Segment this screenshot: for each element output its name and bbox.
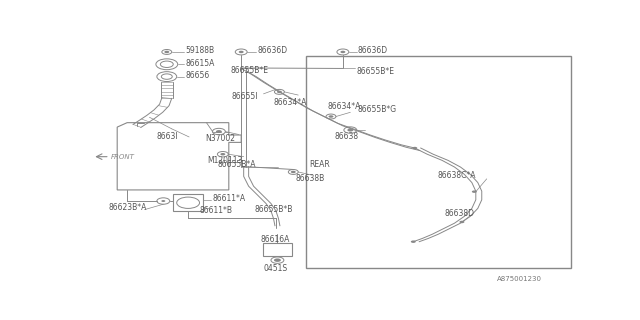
- Text: 86655I: 86655I: [231, 92, 258, 101]
- Circle shape: [277, 91, 282, 93]
- Text: 86655B*E: 86655B*E: [230, 67, 268, 76]
- Text: 0451S: 0451S: [264, 264, 287, 273]
- Text: 86636D: 86636D: [257, 46, 287, 55]
- Text: 8663I: 8663I: [157, 132, 179, 141]
- Circle shape: [220, 153, 225, 156]
- Text: 86634*A: 86634*A: [273, 98, 307, 107]
- Circle shape: [460, 221, 465, 223]
- Text: FRONT: FRONT: [111, 154, 135, 160]
- Text: 86638C*A: 86638C*A: [437, 171, 476, 180]
- Text: 86611*A: 86611*A: [212, 195, 246, 204]
- Text: 86656: 86656: [186, 71, 210, 80]
- Text: 86615A: 86615A: [186, 59, 215, 68]
- Circle shape: [412, 147, 417, 149]
- Circle shape: [161, 200, 165, 202]
- Text: 86655B*G: 86655B*G: [357, 105, 396, 114]
- Text: M120113: M120113: [207, 156, 243, 165]
- Text: 86616A: 86616A: [260, 235, 289, 244]
- Text: 86623B*A: 86623B*A: [109, 203, 147, 212]
- Text: 86636D: 86636D: [358, 46, 388, 55]
- Circle shape: [328, 115, 333, 118]
- Text: 86611*B: 86611*B: [199, 206, 232, 215]
- Circle shape: [216, 130, 222, 133]
- Circle shape: [239, 51, 244, 53]
- Text: REAR: REAR: [309, 160, 330, 169]
- Circle shape: [472, 190, 477, 193]
- Circle shape: [291, 171, 296, 173]
- Circle shape: [348, 129, 353, 132]
- Text: 86634*A: 86634*A: [327, 102, 360, 111]
- Text: 86638B: 86638B: [296, 174, 325, 183]
- Text: N37002: N37002: [205, 134, 235, 143]
- Circle shape: [340, 51, 346, 53]
- Circle shape: [274, 259, 281, 262]
- Text: A875001230: A875001230: [497, 276, 541, 282]
- Text: 86655B*B: 86655B*B: [255, 205, 293, 214]
- Text: 86655B*A: 86655B*A: [218, 160, 257, 169]
- Circle shape: [164, 51, 169, 53]
- Text: 86655B*E: 86655B*E: [356, 67, 394, 76]
- Text: 59188B: 59188B: [186, 46, 215, 55]
- Circle shape: [411, 240, 416, 243]
- Text: 86638D: 86638D: [445, 209, 475, 218]
- Text: 86638: 86638: [335, 132, 358, 141]
